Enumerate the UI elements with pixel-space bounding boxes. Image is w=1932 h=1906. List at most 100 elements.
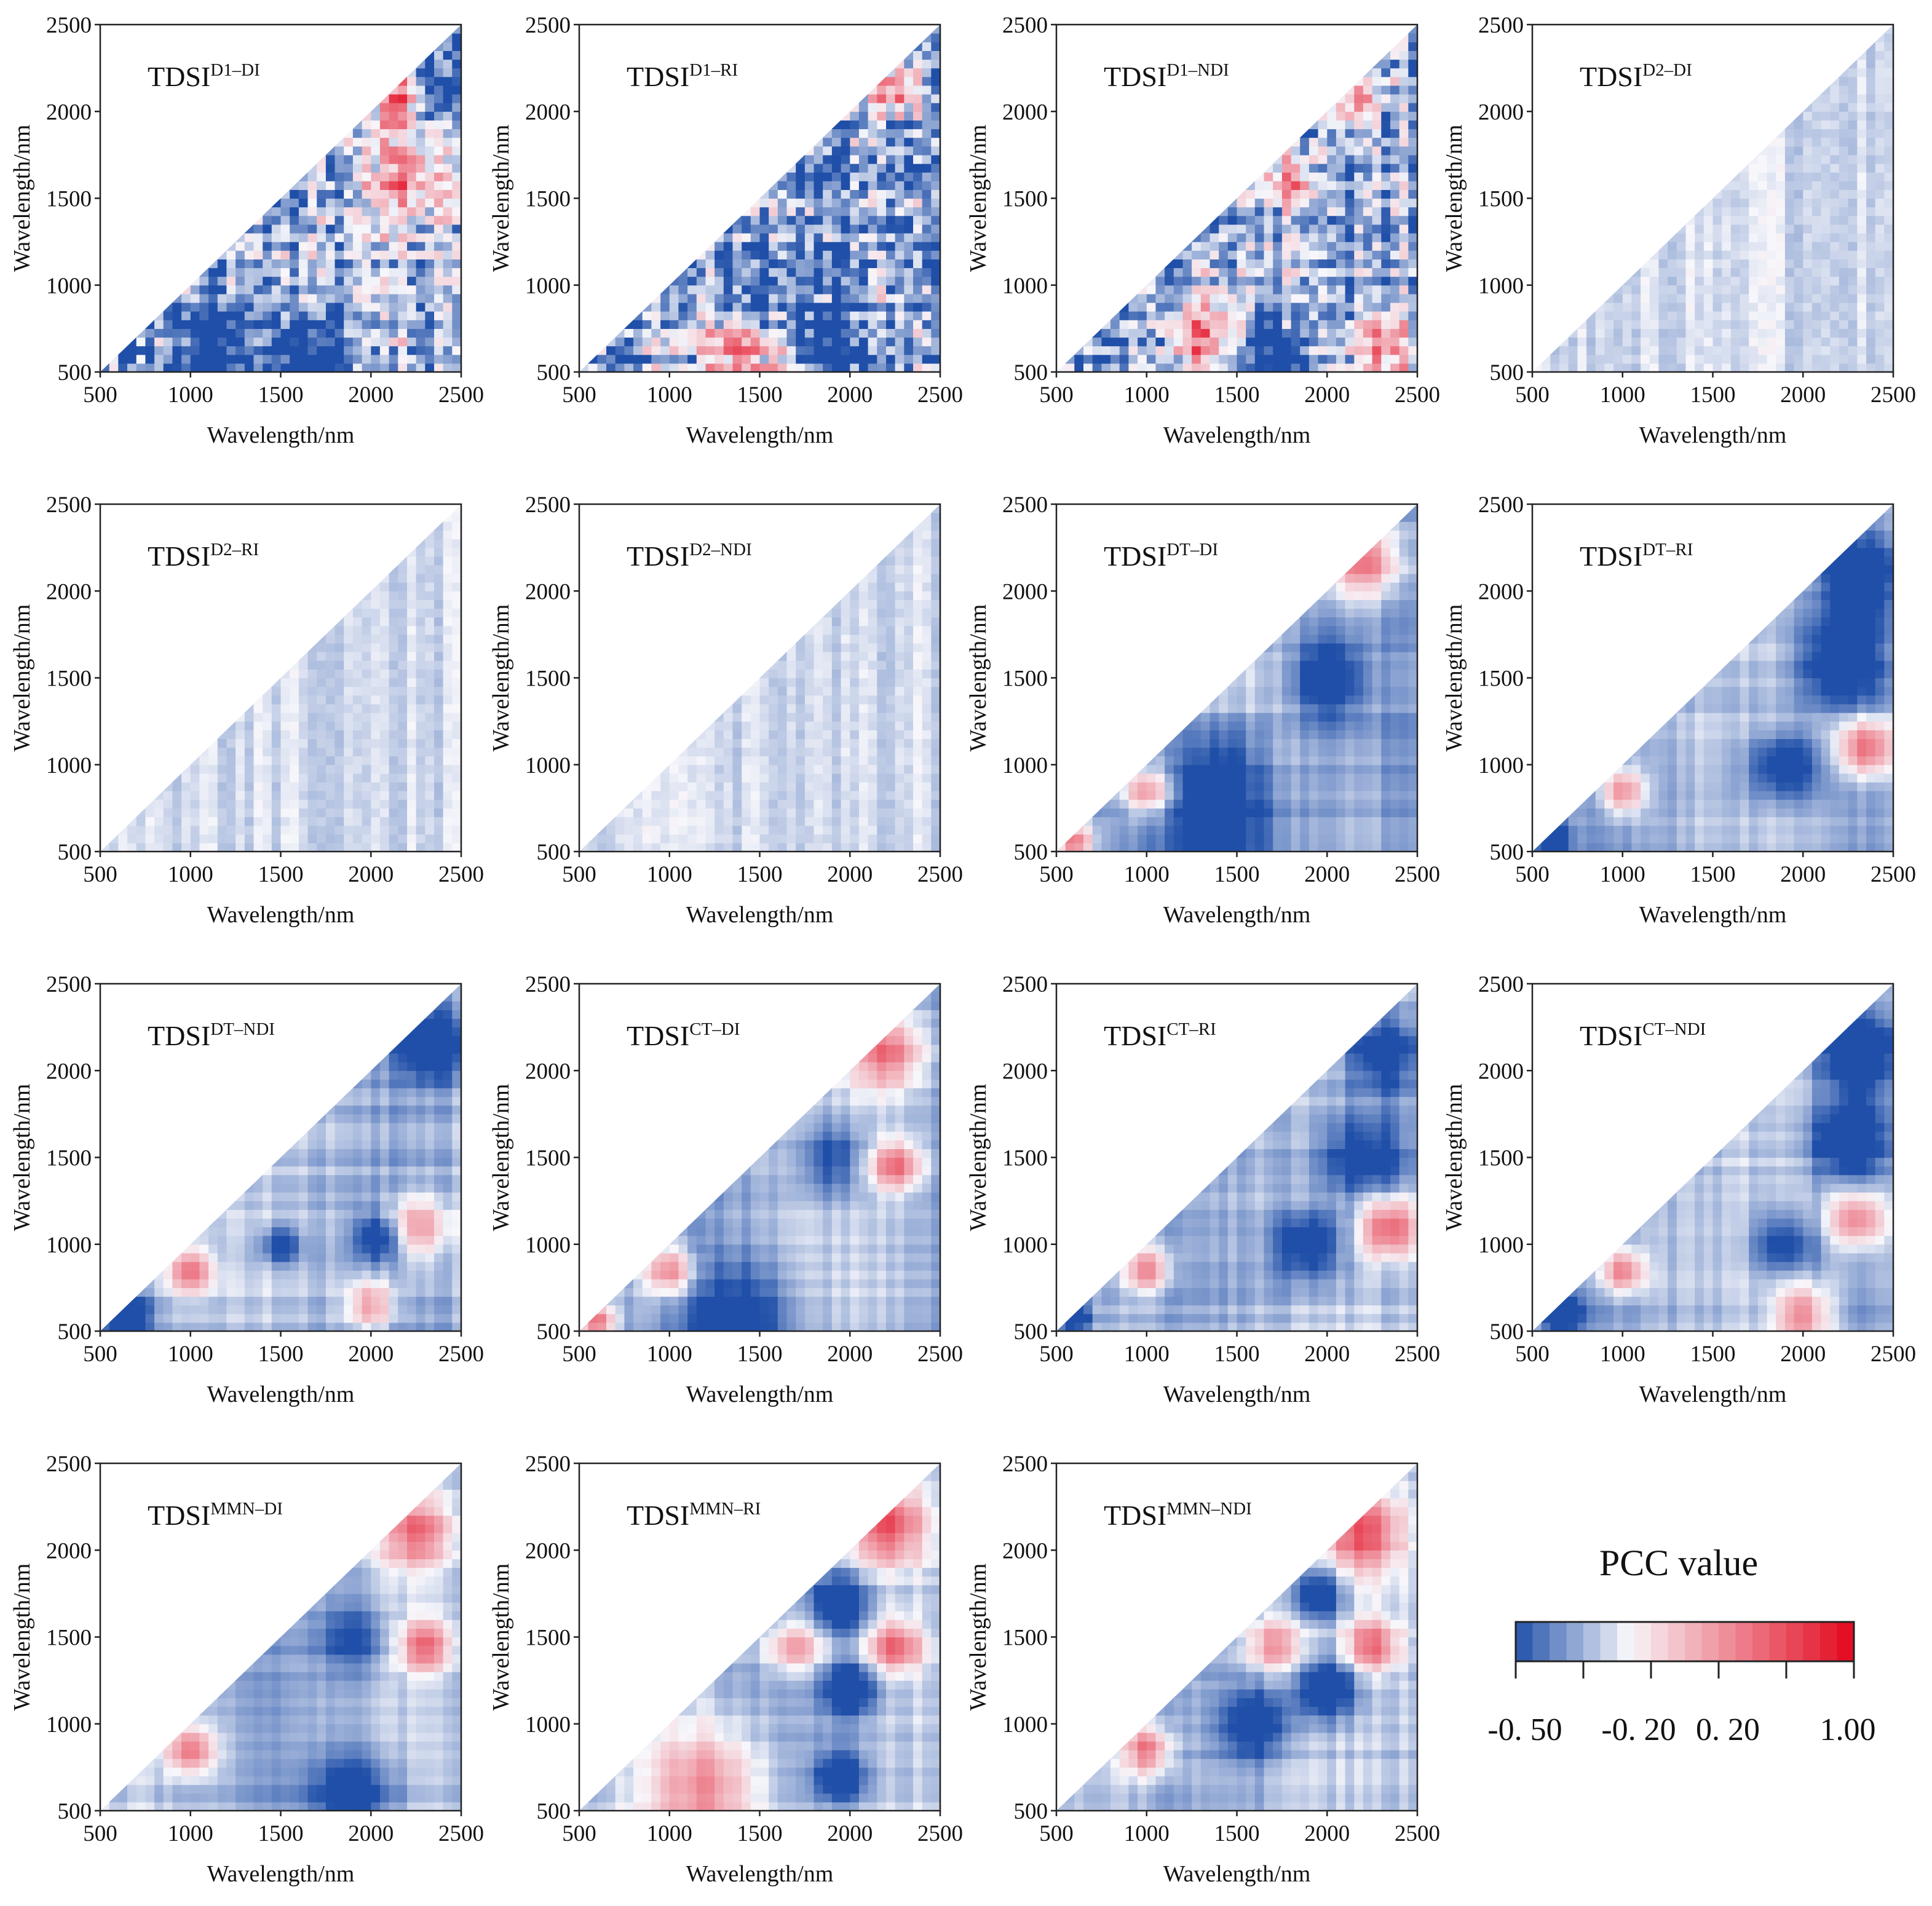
heat-cell — [1776, 285, 1786, 295]
heat-cell — [325, 346, 336, 355]
heat-cell — [379, 328, 390, 338]
heat-cell — [1839, 293, 1849, 303]
heat-cell — [904, 678, 914, 687]
heat-cell — [452, 513, 462, 522]
heat-cell — [1318, 137, 1328, 147]
heat-cell — [1757, 189, 1768, 199]
heat-cell — [425, 172, 435, 181]
heat-cell — [1848, 267, 1858, 277]
heat-cell — [913, 276, 923, 286]
heat-cell — [362, 738, 371, 748]
heat-cell — [1345, 129, 1355, 138]
heat-cell — [244, 259, 255, 269]
heat-cell — [1345, 233, 1355, 242]
heat-cell — [1372, 242, 1382, 251]
heat-cell — [344, 634, 354, 644]
heat-cell — [416, 547, 426, 557]
heat-cell — [1273, 285, 1283, 295]
heat-cell — [1291, 328, 1301, 338]
heat-cell — [922, 172, 932, 181]
heat-cell — [307, 215, 317, 225]
heat-cell — [1821, 146, 1831, 156]
heat-cell — [352, 608, 363, 618]
heat-cell — [344, 363, 354, 373]
heat-cell — [379, 817, 390, 826]
heat-cell — [732, 363, 742, 373]
heat-cell — [1712, 320, 1722, 329]
heat-cell — [263, 337, 272, 347]
heat-cell — [290, 250, 299, 259]
heat-cell — [1363, 94, 1373, 103]
heat-cell — [886, 747, 896, 757]
heat-cell — [858, 311, 869, 320]
heat-cell — [1839, 224, 1849, 234]
heat-cell — [1354, 303, 1364, 312]
heat-cell — [1730, 242, 1741, 251]
heat-cell — [858, 834, 869, 844]
heat-cell — [804, 825, 815, 835]
heat-cell — [1568, 337, 1578, 347]
heat-cell — [931, 59, 941, 69]
heat-cell — [1237, 363, 1246, 373]
heat-cell — [660, 363, 670, 373]
heat-cell — [443, 686, 453, 696]
heat-cell — [1336, 103, 1346, 112]
heat-cell — [362, 181, 371, 190]
heat-cell — [253, 817, 263, 826]
heat-cell — [1291, 198, 1301, 208]
heat-cell — [1811, 267, 1822, 277]
heat-cell — [696, 825, 707, 835]
heat-cell — [796, 782, 806, 791]
heat-cell — [777, 764, 788, 774]
heat-cell — [850, 111, 860, 121]
heat-cell — [913, 94, 923, 103]
heat-cell — [777, 346, 788, 355]
heat-cell — [398, 103, 408, 112]
heat-cell — [298, 834, 309, 844]
heat-cell — [1830, 137, 1840, 147]
heat-cell — [263, 363, 272, 373]
heat-cell — [858, 363, 869, 373]
heat-cell — [742, 311, 751, 320]
heat-cell — [434, 756, 444, 765]
heat-cell — [687, 311, 697, 320]
heat-cell — [931, 215, 941, 225]
heat-cell — [335, 747, 344, 757]
heat-cell — [1784, 164, 1795, 173]
heat-cell — [1712, 276, 1722, 286]
heat-cell — [1372, 233, 1382, 242]
heat-cell — [913, 303, 923, 312]
heat-cell — [335, 686, 344, 696]
heat-cell — [678, 346, 688, 355]
heat-cell — [922, 154, 932, 164]
heat-cell — [1354, 267, 1364, 277]
heat-cell — [895, 363, 905, 373]
heat-cell — [1318, 285, 1328, 295]
heat-cell — [407, 643, 417, 652]
heat-cell — [1291, 276, 1301, 286]
heat-cell — [841, 259, 850, 269]
heat-cell — [877, 215, 887, 225]
heat-cell — [1712, 337, 1722, 347]
heat-cell — [434, 530, 444, 540]
heat-cell — [895, 547, 905, 557]
heat-cell — [759, 808, 769, 818]
heat-cell — [1390, 267, 1400, 277]
heat-cell — [335, 799, 344, 809]
heat-cell — [1676, 337, 1687, 347]
heat-cell — [696, 747, 707, 757]
heat-cell — [443, 530, 453, 540]
heat-cell — [1749, 259, 1759, 269]
heat-cell — [804, 337, 815, 347]
heat-cell — [379, 285, 390, 295]
heat-cell — [379, 791, 390, 800]
heat-cell — [1227, 363, 1238, 373]
heat-cell — [1408, 189, 1418, 199]
heat-cell — [1227, 285, 1238, 295]
heat-cell — [913, 817, 923, 826]
heat-cell — [669, 842, 679, 852]
heat-cell — [217, 276, 228, 286]
heat-cell — [425, 747, 435, 757]
heat-cell — [850, 703, 860, 713]
heat-cell — [298, 764, 309, 774]
